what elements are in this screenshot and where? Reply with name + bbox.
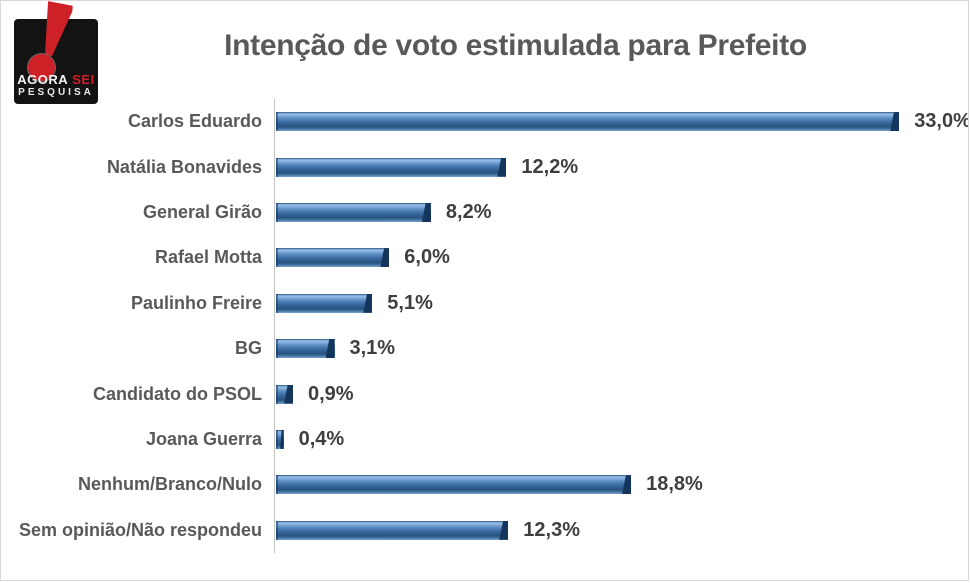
category-label: Natália Bonavides (106, 156, 262, 177)
chart-row: General Girão 8,2% (1, 190, 968, 235)
bar-end-cap (890, 112, 900, 132)
bar (276, 248, 390, 268)
category-label: Paulinho Freire (130, 292, 262, 313)
category-label: Joana Guerra (145, 428, 262, 449)
bar-track: 0,9% (262, 383, 968, 406)
bar-track: 8,2% (262, 201, 968, 224)
chart-row: Paulinho Freire 5,1% (1, 281, 968, 326)
bar-track: 6,0% (262, 246, 968, 269)
chart-row: Nenhum/Branco/Nulo 18,8% (1, 462, 968, 507)
value-label: 12,2% (521, 155, 579, 178)
category-label: BG (235, 338, 262, 359)
chart-title: Intenção de voto estimulada para Prefeit… (224, 29, 807, 62)
bar-end-cap (284, 384, 293, 404)
bar-track: 12,3% (262, 519, 968, 542)
logo-brand-pesquisa: PESQUISA (18, 87, 94, 98)
chart-row: Joana Guerra 0,4% (1, 417, 968, 462)
category-label: Rafael Motta (154, 247, 262, 268)
logo-brand-agora: AGORA (17, 72, 69, 87)
bar-end-cap (421, 202, 431, 222)
bar-end-cap (280, 429, 284, 449)
bar (276, 520, 509, 540)
value-label: 0,9% (308, 382, 354, 405)
category-axis-line (274, 99, 275, 553)
bar-end-cap (622, 475, 632, 495)
bar (276, 293, 373, 313)
chart-rows: Carlos Eduardo 33,0% Natália Bonavides 1… (1, 99, 968, 553)
bar-end-cap (325, 339, 335, 359)
chart-row: Sem opinião/Não respondeu 12,3% (1, 508, 968, 553)
value-label: 6,0% (404, 246, 450, 269)
bar-track: 5,1% (262, 292, 968, 315)
value-label: 3,1% (349, 337, 396, 360)
bar-track: 3,1% (262, 337, 968, 360)
value-label: 8,2% (445, 200, 492, 223)
chart-row: Carlos Eduardo 33,0% (1, 99, 968, 144)
category-label: Sem opinião/Não respondeu (18, 519, 262, 540)
bar-end-cap (380, 248, 390, 268)
exclamation-dot-icon (28, 54, 55, 81)
bar-end-cap (499, 520, 509, 540)
value-label: 33,0% (914, 110, 969, 133)
bar (276, 202, 431, 222)
bar (276, 339, 335, 359)
value-label: 5,1% (387, 291, 433, 314)
category-label: General Girão (142, 201, 262, 222)
bar (276, 475, 632, 495)
value-label: 0,4% (298, 427, 345, 450)
value-label: 18,8% (646, 473, 703, 496)
chart-row: Candidato do PSOL 0,9% (1, 371, 968, 416)
logo-brand-name: AGORA SEI (14, 72, 98, 87)
logo-brand-sei: SEI (72, 72, 95, 87)
agora-sei-logo: AGORA SEI PESQUISA (14, 19, 98, 104)
value-label: 12,3% (523, 518, 581, 541)
bar (276, 157, 507, 177)
bar-track: 12,2% (262, 156, 968, 179)
bar (276, 429, 284, 449)
bar (276, 112, 900, 132)
chart-row: Rafael Motta 6,0% (1, 235, 968, 280)
bar (276, 384, 293, 404)
bar-track: 18,8% (262, 473, 968, 496)
bar-chart: Carlos Eduardo 33,0% Natália Bonavides 1… (1, 99, 968, 553)
category-label: Carlos Eduardo (127, 111, 262, 132)
bar-end-cap (497, 157, 507, 177)
bar-track: 33,0% (262, 110, 968, 133)
bar-track: 0,4% (262, 428, 968, 451)
category-label: Candidato do PSOL (93, 383, 262, 404)
chart-row: BG 3,1% (1, 326, 968, 371)
category-label: Nenhum/Branco/Nulo (77, 474, 262, 495)
bar-end-cap (363, 293, 373, 313)
chart-row: Natália Bonavides 12,2% (1, 144, 968, 189)
